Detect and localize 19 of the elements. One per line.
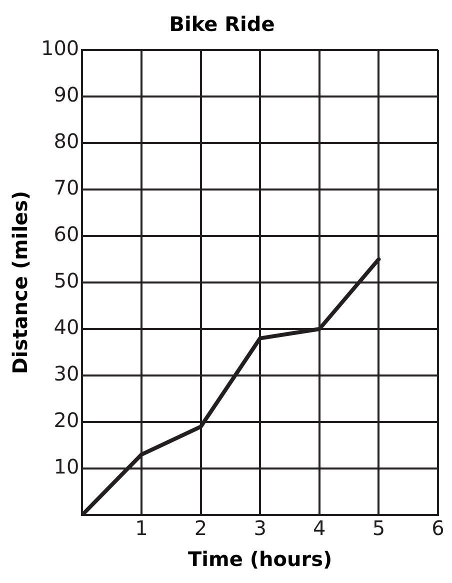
y-tick-label: 20	[54, 408, 80, 432]
y-tick-label: 40	[54, 315, 80, 340]
x-tick-label: 1	[135, 516, 148, 540]
y-tick-label: 70	[54, 176, 80, 200]
chart-title: Bike Ride	[169, 12, 275, 36]
y-tick-label: 10	[54, 454, 80, 479]
x-tick-label: 3	[254, 516, 266, 540]
y-tick-label: 60	[54, 222, 80, 246]
x-tick-label: 4	[313, 516, 326, 540]
y-tick-label: 90	[54, 82, 80, 107]
x-tick-label: 6	[432, 516, 444, 540]
y-tick-label: 80	[54, 129, 80, 154]
y-tick-label: 30	[54, 362, 80, 386]
y-axis-title: Distance (miles)	[8, 190, 32, 374]
y-tick-label: 50	[54, 268, 80, 293]
y-tick-label: 100	[40, 36, 80, 60]
x-tick-label: 2	[194, 516, 208, 540]
x-axis-title: Time (hours)	[188, 547, 332, 572]
x-tick-label: 5	[372, 516, 386, 540]
